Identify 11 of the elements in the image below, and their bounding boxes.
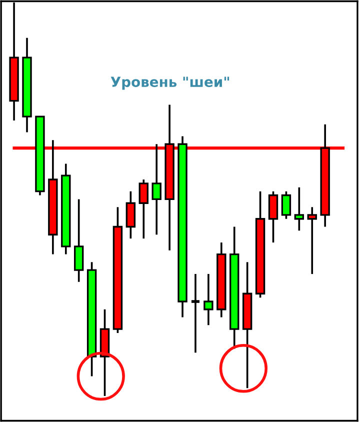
candlestick <box>281 190 292 220</box>
annotation: Уровень "шеи" <box>110 76 230 90</box>
candlestick <box>204 273 214 326</box>
candlestick <box>307 206 317 275</box>
candlestick <box>74 198 84 283</box>
candlestick <box>152 143 162 236</box>
candlestick <box>294 186 304 232</box>
candlestick <box>126 190 136 240</box>
candlestick <box>190 273 201 354</box>
candlestick <box>268 190 278 244</box>
candlestick <box>138 178 148 240</box>
